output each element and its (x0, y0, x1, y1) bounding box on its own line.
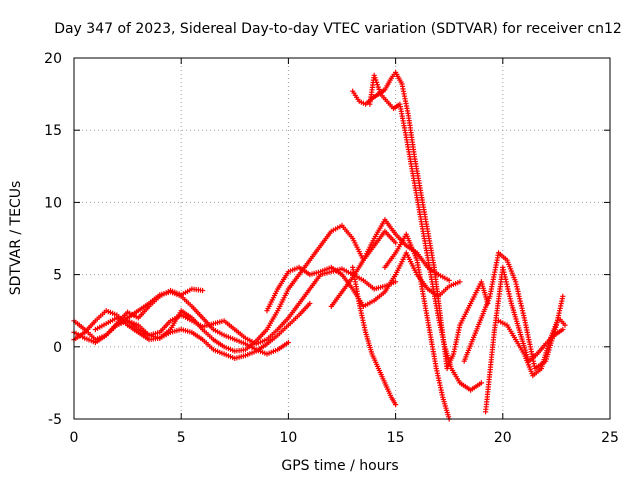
x-tick-label: 10 (279, 430, 297, 446)
y-tick-labels: -5 0 5 10 15 20 (44, 51, 62, 428)
x-axis-label: GPS time / hours (281, 458, 398, 474)
data-point-markers (350, 69, 491, 372)
series-14 (495, 315, 568, 379)
y-tick-label: 5 (53, 268, 62, 284)
x-tick-label: 5 (177, 430, 186, 446)
plot-frame (73, 57, 611, 420)
y-tick-label: 15 (44, 123, 62, 139)
data-point-markers (350, 264, 399, 408)
series-5 (114, 222, 399, 354)
data-layer (71, 69, 568, 422)
data-point-markers (264, 250, 463, 314)
y-axis-label: SDTVAR / TECUs (8, 181, 24, 296)
x-tick-label: 25 (601, 430, 619, 446)
y-tick-label: 10 (44, 195, 62, 211)
data-point-markers (114, 222, 399, 354)
y-tick-label: 20 (44, 51, 62, 67)
data-point-markers (382, 231, 452, 422)
x-tick-label: 15 (387, 430, 405, 446)
data-point-markers (367, 72, 484, 393)
series-4 (92, 266, 399, 347)
axis-ticks (73, 57, 611, 420)
series-8 (350, 69, 491, 372)
series-9 (367, 72, 484, 393)
x-tick-labels: 0 5 10 15 20 25 (70, 430, 619, 446)
data-point-markers (483, 264, 566, 415)
y-tick-label: 0 (53, 340, 62, 356)
data-point-markers (495, 315, 568, 379)
series-13 (483, 264, 566, 415)
x-tick-label: 20 (494, 430, 512, 446)
y-tick-label: -5 (48, 412, 62, 428)
series-11 (382, 231, 452, 422)
series-6 (264, 250, 463, 314)
data-point-markers (92, 266, 399, 347)
series-10 (350, 264, 399, 408)
x-tick-label: 0 (70, 430, 79, 446)
chart-title: Day 347 of 2023, Sidereal Day-to-day VTE… (54, 21, 622, 37)
